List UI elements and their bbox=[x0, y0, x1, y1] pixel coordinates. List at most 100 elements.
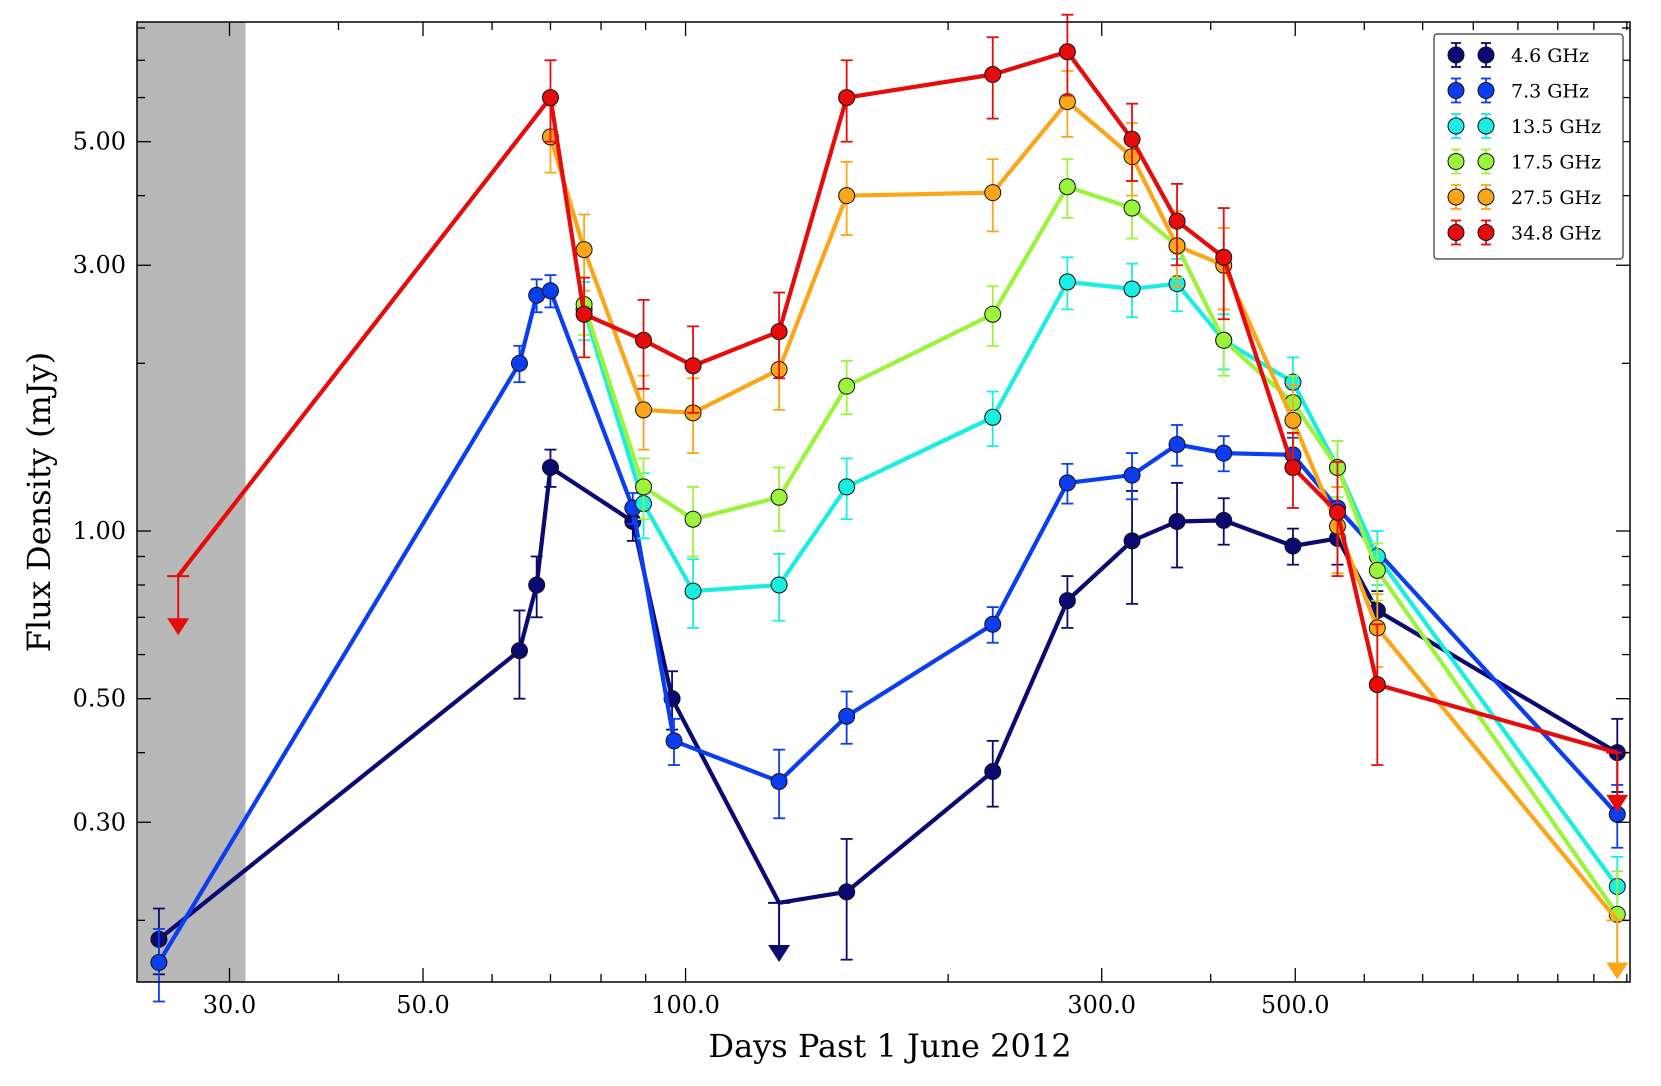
data-point bbox=[528, 576, 546, 594]
data-point bbox=[635, 478, 653, 496]
data-point bbox=[684, 582, 702, 600]
legend-entry: 34.8 GHz bbox=[1447, 219, 1601, 246]
early-time-shaded-region bbox=[137, 22, 246, 982]
data-point bbox=[1058, 178, 1076, 196]
series-layer bbox=[150, 13, 1629, 1003]
x-tick-label: 100.0 bbox=[651, 991, 720, 1019]
data-point bbox=[1168, 513, 1186, 531]
series-line bbox=[582, 184, 1620, 916]
data-point bbox=[1168, 435, 1186, 453]
legend-label: 17.5 GHz bbox=[1511, 152, 1601, 174]
data-point bbox=[1215, 331, 1233, 349]
data-point bbox=[665, 732, 683, 750]
legend-marker bbox=[1447, 224, 1465, 241]
data-point bbox=[575, 305, 593, 323]
data-point bbox=[1058, 273, 1076, 291]
data-point bbox=[838, 478, 856, 496]
data-point bbox=[838, 187, 856, 205]
data-point bbox=[1058, 592, 1076, 610]
legend-entry: 17.5 GHz bbox=[1447, 148, 1601, 175]
data-point bbox=[1284, 459, 1302, 477]
data-point bbox=[541, 89, 559, 107]
data-point bbox=[1123, 280, 1141, 298]
data-point bbox=[1368, 561, 1386, 579]
x-axis-label: Days Past 1 June 2012 bbox=[708, 1027, 1071, 1065]
y-tick-label: 3.00 bbox=[73, 251, 126, 279]
data-point bbox=[984, 763, 1002, 781]
legend-entry: 7.3 GHz bbox=[1447, 77, 1589, 104]
upper-limit-arrow bbox=[1606, 962, 1629, 980]
tick-labels: 30.0 50.0 100.0 300.0 500.0 0.30 0.50 1.00 3.00 5… bbox=[73, 128, 1330, 1019]
legend-label: 27.5 GHz bbox=[1511, 187, 1601, 209]
data-point bbox=[1215, 248, 1233, 266]
legend-marker bbox=[1447, 82, 1465, 99]
data-point bbox=[838, 377, 856, 395]
data-point bbox=[1215, 444, 1233, 462]
data-point bbox=[770, 576, 788, 594]
legend-marker bbox=[1477, 188, 1495, 206]
data-point bbox=[1328, 503, 1346, 521]
upper-limit-arrow bbox=[768, 945, 791, 963]
legend-marker bbox=[1447, 153, 1465, 170]
data-point bbox=[1058, 474, 1076, 492]
legend-marker bbox=[1477, 82, 1495, 99]
legend-entry: 27.5 GHz bbox=[1447, 184, 1601, 210]
legend-marker bbox=[1447, 117, 1465, 135]
series-34-8-ghz bbox=[167, 13, 1629, 812]
legend-label: 13.5 GHz bbox=[1511, 116, 1601, 138]
data-point bbox=[838, 883, 856, 901]
legend-marker bbox=[1477, 117, 1495, 135]
data-point bbox=[770, 323, 788, 341]
x-tick-label: 50.0 bbox=[396, 991, 449, 1019]
legend-marker bbox=[1477, 46, 1495, 64]
data-point bbox=[541, 282, 559, 300]
upper-limit-arrow bbox=[167, 618, 190, 636]
data-point bbox=[838, 89, 856, 107]
axis-ticks bbox=[137, 22, 1630, 982]
data-point bbox=[635, 401, 653, 419]
data-point bbox=[984, 408, 1002, 426]
data-point bbox=[1284, 411, 1302, 429]
data-point bbox=[984, 184, 1002, 202]
data-point bbox=[635, 331, 653, 349]
data-point bbox=[984, 66, 1002, 84]
data-point bbox=[1058, 43, 1076, 61]
data-point bbox=[575, 241, 593, 259]
data-point bbox=[1368, 676, 1386, 694]
data-point bbox=[1123, 130, 1141, 148]
data-point bbox=[510, 354, 528, 372]
data-point bbox=[510, 642, 528, 660]
x-tick-label: 30.0 bbox=[203, 991, 256, 1019]
y-axis-label: Flux Density (mJy) bbox=[20, 352, 58, 652]
legend-entry: 13.5 GHz bbox=[1447, 113, 1601, 139]
y-tick-label: 0.50 bbox=[73, 685, 126, 713]
upper-limit-arrow bbox=[1606, 794, 1629, 812]
legend-label: 34.8 GHz bbox=[1511, 223, 1601, 245]
data-point bbox=[1215, 511, 1233, 529]
data-point bbox=[1284, 537, 1302, 555]
legend-marker bbox=[1447, 188, 1465, 206]
data-point bbox=[1123, 199, 1141, 217]
series-line bbox=[176, 49, 1618, 755]
legend-label: 7.3 GHz bbox=[1511, 81, 1589, 103]
series-13-5-ghz bbox=[575, 256, 1626, 922]
data-point bbox=[541, 459, 559, 477]
data-point bbox=[150, 954, 168, 972]
x-tick-label: 300.0 bbox=[1067, 991, 1136, 1019]
y-tick-label: 1.00 bbox=[73, 517, 126, 545]
data-point bbox=[984, 305, 1002, 323]
legend-entry: 4.6 GHz bbox=[1447, 42, 1589, 68]
data-point bbox=[1123, 532, 1141, 550]
legend-marker bbox=[1477, 224, 1495, 241]
data-point bbox=[1123, 466, 1141, 484]
legend-marker bbox=[1477, 153, 1495, 170]
legend-label: 4.6 GHz bbox=[1511, 45, 1589, 67]
y-tick-label: 5.00 bbox=[73, 128, 126, 156]
legend-marker bbox=[1447, 46, 1465, 64]
data-point bbox=[684, 510, 702, 528]
legend: 4.6 GHz 7.3 GHz 13.5 GHz 17.5 GHz 27.5 GHz 34… bbox=[1433, 33, 1624, 260]
data-point bbox=[838, 707, 856, 725]
plot-frame bbox=[136, 21, 1631, 983]
